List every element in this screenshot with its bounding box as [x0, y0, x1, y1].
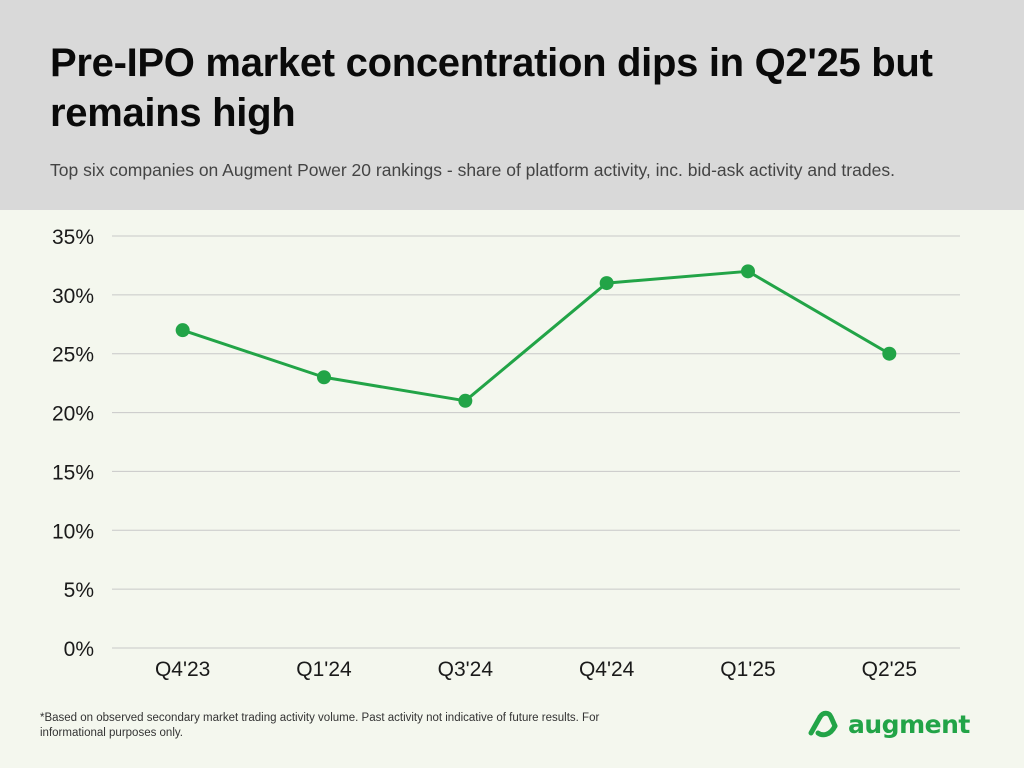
chart-subtitle: Top six companies on Augment Power 20 ra…	[50, 160, 895, 180]
y-axis-ticks: 0% 5% 10% 15% 20% 25% 30% 35%	[52, 226, 94, 661]
x-tick-label: Q3'24	[438, 658, 494, 681]
x-tick-label: Q4'23	[155, 658, 210, 681]
augment-logo-icon	[808, 710, 838, 738]
x-tick-label: Q4'24	[579, 658, 635, 681]
y-tick-label: 5%	[64, 579, 94, 602]
footnote: *Based on observed secondary market trad…	[40, 712, 600, 739]
data-point	[599, 276, 614, 291]
x-axis-ticks: Q4'23 Q1'24 Q3'24 Q4'24 Q1'25 Q2'25	[155, 658, 917, 681]
y-tick-label: 20%	[52, 403, 94, 426]
y-tick-label: 30%	[52, 285, 94, 308]
line-chart: 0%5%10%15%20%25%30%35% Q4'23 Q1'24 Q3'24 Q4…	[52, 226, 960, 681]
y-tick-label: 10%	[52, 520, 94, 543]
y-tick-label: 25%	[52, 344, 94, 367]
y-tick-label: 0%	[64, 638, 94, 661]
data-point	[317, 370, 331, 385]
data-point	[458, 393, 473, 408]
series-layer	[175, 264, 897, 408]
x-tick-label: Q2'25	[862, 658, 917, 681]
data-point	[175, 323, 190, 338]
data-point	[741, 264, 755, 279]
header-band: Pre-IPO market concentration dips in Q2'…	[0, 0, 1024, 210]
x-tick-label: Q1'24	[296, 658, 352, 681]
brand-name: augment	[848, 709, 970, 739]
y-tick-label: 35%	[52, 226, 94, 249]
data-point	[882, 346, 897, 361]
gridlines	[112, 235, 960, 649]
y-tick-label: 15%	[52, 461, 94, 484]
x-tick-label: Q1'25	[720, 658, 775, 681]
chart-title: Pre-IPO market concentration dips in Q2'…	[50, 41, 933, 135]
brand-logo: augment	[806, 706, 970, 742]
series-line	[182, 269, 891, 403]
